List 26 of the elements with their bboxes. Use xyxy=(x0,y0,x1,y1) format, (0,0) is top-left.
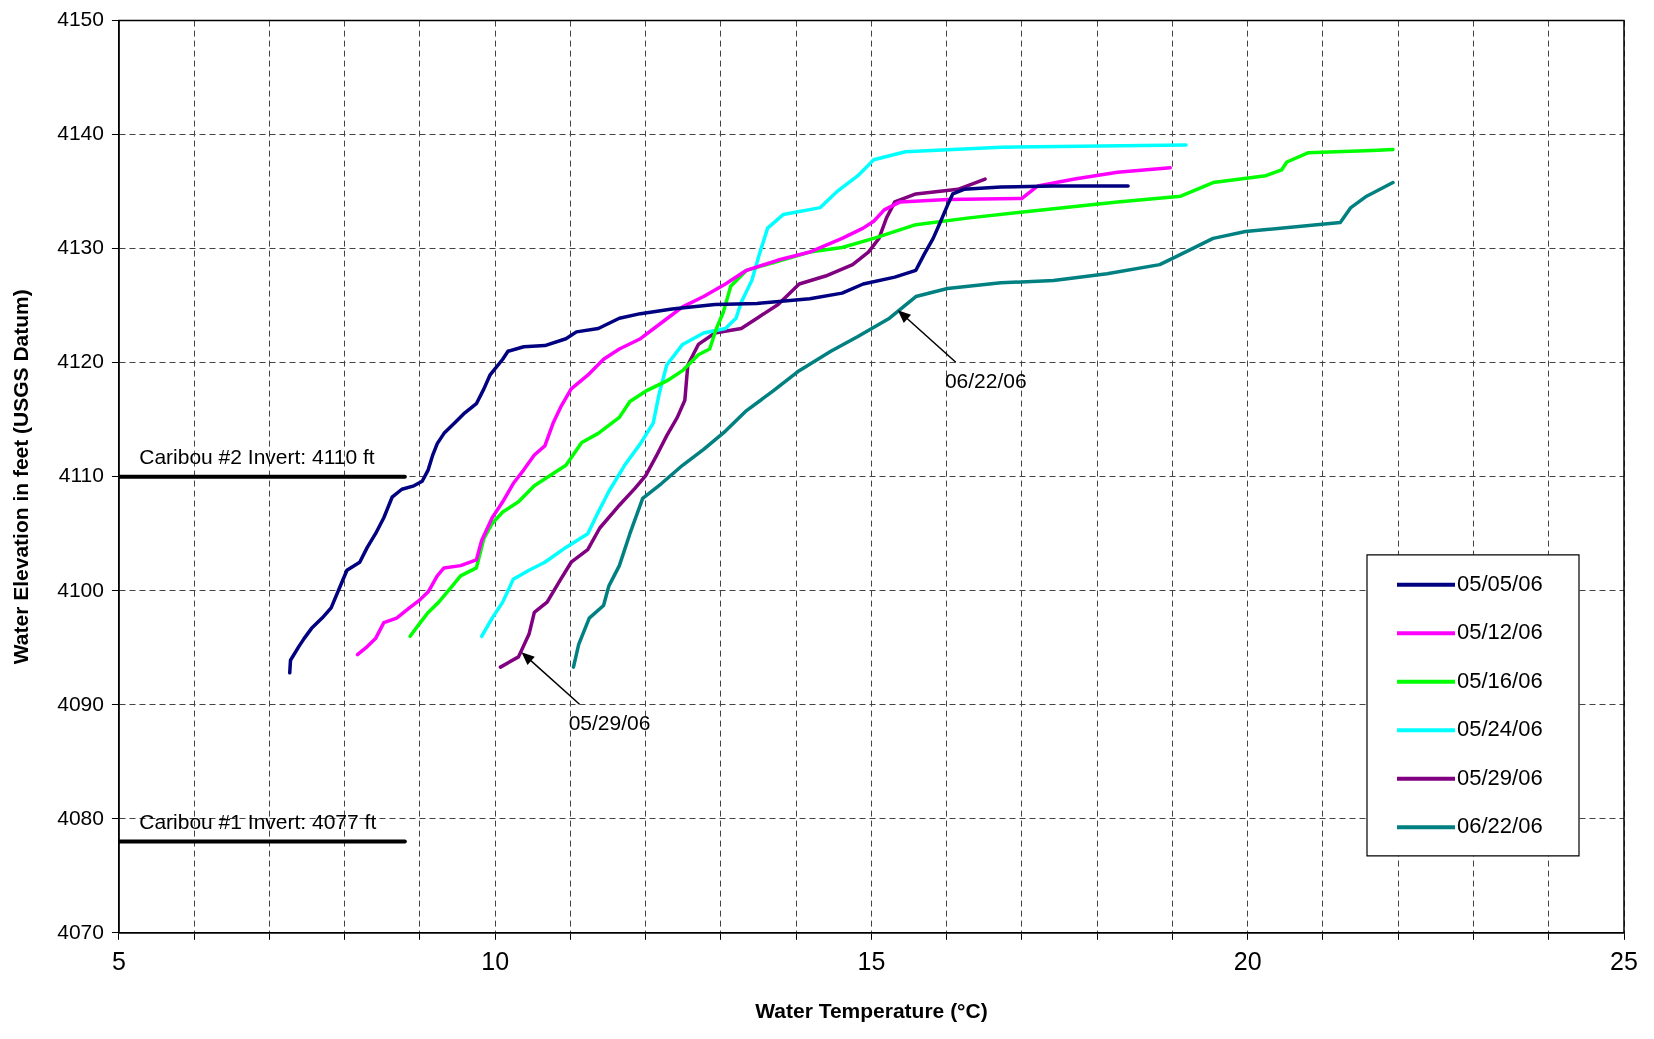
legend-label: 05/29/06 xyxy=(1457,764,1543,790)
annotation: Caribou #2 Invert: 4110 ft xyxy=(139,445,375,468)
legend-label: 05/12/06 xyxy=(1457,619,1543,645)
x-tick-label: 25 xyxy=(1610,946,1638,975)
legend-label: 06/22/06 xyxy=(1457,813,1543,839)
y-tick-label: 4080 xyxy=(57,805,104,829)
y-tick-label: 4070 xyxy=(57,919,104,943)
legend-label: 05/24/06 xyxy=(1457,716,1543,742)
x-tick-label: 5 xyxy=(111,946,126,975)
y-tick-label: 4110 xyxy=(58,463,104,487)
x-axis-title: Water Temperature (°C) xyxy=(755,999,988,1023)
y-tick-label: 4150 xyxy=(57,7,104,31)
y-tick-label: 4130 xyxy=(57,235,104,259)
annotation: 06/22/06 xyxy=(944,369,1027,393)
x-tick-label: 20 xyxy=(1233,946,1262,975)
y-tick-label: 4140 xyxy=(57,121,104,145)
x-tick-label: 10 xyxy=(481,946,510,975)
y-tick-label: 4120 xyxy=(57,349,104,373)
y-tick-label: 4090 xyxy=(57,691,104,715)
annotation: Caribou #1 Invert: 4077 ft xyxy=(139,809,377,833)
legend-label: 05/16/06 xyxy=(1457,667,1543,693)
legend-label: 05/05/06 xyxy=(1457,570,1543,596)
annotation: 05/29/06 xyxy=(568,711,651,735)
y-axis-title: Water Elevation in feet (USGS Datum) xyxy=(9,289,33,665)
y-tick-label: 4100 xyxy=(57,577,104,601)
x-tick-label: 15 xyxy=(857,946,886,975)
